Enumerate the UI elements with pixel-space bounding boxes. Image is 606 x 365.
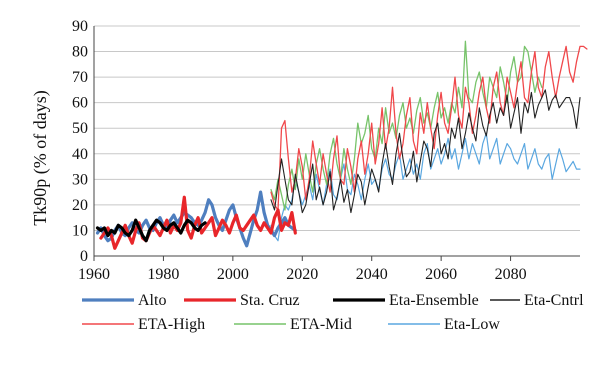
x-tick-label: 2000 [217, 266, 249, 283]
legend-label-alto: Alto [138, 292, 166, 309]
y-tick-label: 20 [72, 197, 88, 214]
legend-label-eta-ensemble: Eta-Ensemble [389, 292, 479, 309]
y-tick-labels: 0 10 20 30 40 50 60 70 80 90 [72, 18, 88, 265]
legend-label-eta-cntrl: Eta-Cntrl [524, 292, 584, 309]
series-line-eta-high [270, 45, 588, 211]
y-axis-label: Tk90p (% of days) [30, 90, 51, 225]
series-layer [95, 40, 588, 250]
x-tick-label: 1960 [78, 266, 110, 283]
x-tick-label: 2040 [356, 266, 388, 283]
x-tick-labels: 1960 1980 2000 2020 2040 2060 2080 [78, 266, 527, 283]
series-line-eta-ensemble [95, 218, 207, 243]
y-tick-label: 0 [80, 248, 88, 265]
x-tick-label: 2020 [286, 266, 318, 283]
legend-label-eta-low: Eta-Low [444, 316, 500, 333]
legend: Alto Sta. Cruz Eta-Ensemble Eta-Cntrl ETA-Hi… [82, 292, 584, 333]
legend-label-eta-mid: ETA-Mid [290, 316, 352, 333]
y-tick-label: 10 [72, 222, 88, 239]
legend-label-sta-cruz: Sta. Cruz [240, 292, 300, 309]
series-line-eta-cntrl [270, 89, 581, 214]
series-line-sta-cruz [99, 195, 297, 250]
gridlines [94, 25, 580, 231]
y-tick-label: 30 [72, 171, 88, 188]
y-tick-label: 90 [72, 18, 88, 35]
y-tick-label: 60 [72, 95, 88, 112]
y-tick-label: 70 [72, 69, 88, 86]
y-tick-label: 40 [72, 146, 88, 163]
legend-label-eta-high: ETA-High [138, 316, 205, 333]
axes [93, 26, 580, 261]
x-tick-label: 1980 [147, 266, 179, 283]
x-tick-label: 2080 [495, 266, 527, 283]
x-tick-label: 2060 [425, 266, 457, 283]
y-tick-label: 80 [72, 44, 88, 61]
y-tick-label: 50 [72, 120, 88, 137]
